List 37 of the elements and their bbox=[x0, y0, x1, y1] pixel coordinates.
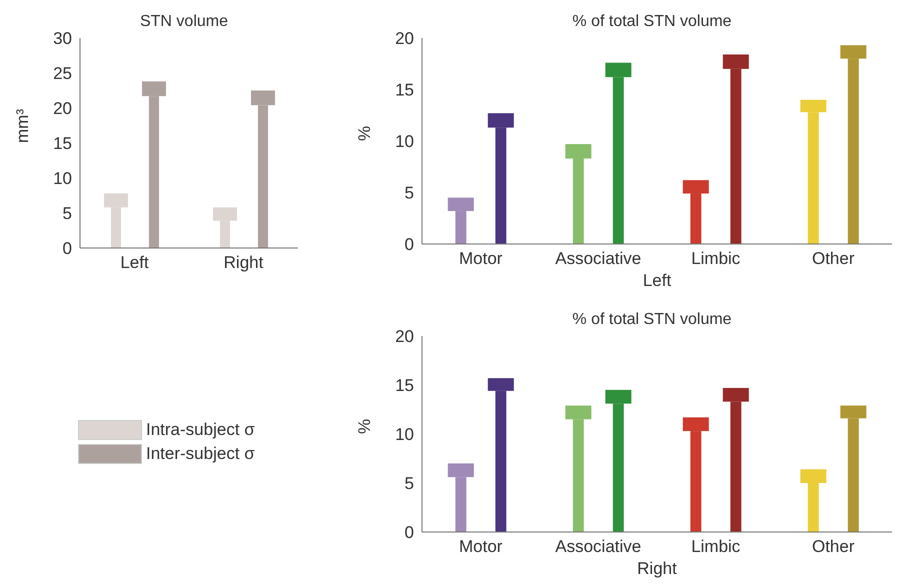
y-tick-label: 20 bbox=[53, 99, 72, 118]
y-tick-label: 5 bbox=[404, 474, 414, 494]
x-axis-title: Right bbox=[637, 559, 678, 578]
y-tick-label: 10 bbox=[53, 169, 72, 188]
y-tick-label: 0 bbox=[404, 523, 414, 542]
chart-title: STN volume bbox=[140, 13, 228, 30]
y-tick-label: 20 bbox=[395, 327, 414, 346]
x-tick-label: Left bbox=[120, 253, 149, 272]
legend-label: Intra-subject σ bbox=[146, 420, 255, 440]
x-tick-label: Limbic bbox=[691, 249, 741, 268]
x-tick-label: Other bbox=[812, 249, 855, 268]
x-tick-label: Associative bbox=[555, 537, 642, 556]
y-tick-label: 15 bbox=[395, 80, 414, 100]
x-tick-label: Motor bbox=[459, 537, 503, 556]
y-axis-title: mm³ bbox=[13, 108, 32, 143]
x-tick-label: Other bbox=[812, 537, 855, 556]
y-axis-title: % bbox=[355, 418, 374, 434]
y-tick-label: 20 bbox=[395, 29, 414, 48]
x-axis-title: Left bbox=[642, 271, 672, 290]
y-tick-label: 5 bbox=[62, 204, 72, 224]
chart-title: % of total STN volume bbox=[572, 13, 732, 30]
y-axis-title: % bbox=[355, 126, 374, 141]
y-tick-label: 0 bbox=[62, 239, 72, 258]
x-tick-label: Associative bbox=[555, 249, 642, 268]
x-tick-label: Motor bbox=[459, 249, 503, 268]
chart-title: % of total STN volume bbox=[572, 311, 732, 328]
y-tick-label: 15 bbox=[53, 134, 72, 154]
y-tick-label: 5 bbox=[404, 184, 414, 203]
y-tick-label: 10 bbox=[395, 425, 414, 444]
y-tick-label: 10 bbox=[395, 132, 414, 152]
y-tick-label: 25 bbox=[53, 64, 72, 84]
x-tick-label: Right bbox=[224, 253, 264, 272]
y-tick-label: 30 bbox=[53, 29, 72, 48]
legend-label: Inter-subject σ bbox=[146, 444, 255, 464]
y-tick-label: 15 bbox=[395, 376, 414, 396]
y-tick-label: 0 bbox=[404, 235, 414, 254]
x-tick-label: Limbic bbox=[691, 537, 741, 556]
